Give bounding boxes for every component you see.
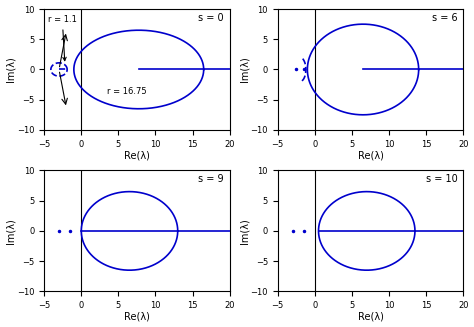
X-axis label: Re(λ): Re(λ) [124,150,150,160]
Text: s = 9: s = 9 [199,174,224,184]
Text: r = 16.75: r = 16.75 [107,87,147,96]
Y-axis label: Im(λ): Im(λ) [239,57,249,82]
X-axis label: Re(λ): Re(λ) [357,311,383,321]
Y-axis label: Im(λ): Im(λ) [239,218,249,244]
Text: s = 0: s = 0 [199,13,224,23]
X-axis label: Re(λ): Re(λ) [124,311,150,321]
Text: s = 6: s = 6 [432,13,457,23]
Y-axis label: Im(λ): Im(λ) [6,218,16,244]
Text: r = 1.1: r = 1.1 [48,15,77,60]
Y-axis label: Im(λ): Im(λ) [6,57,16,82]
Text: s = 10: s = 10 [426,174,457,184]
X-axis label: Re(λ): Re(λ) [357,150,383,160]
